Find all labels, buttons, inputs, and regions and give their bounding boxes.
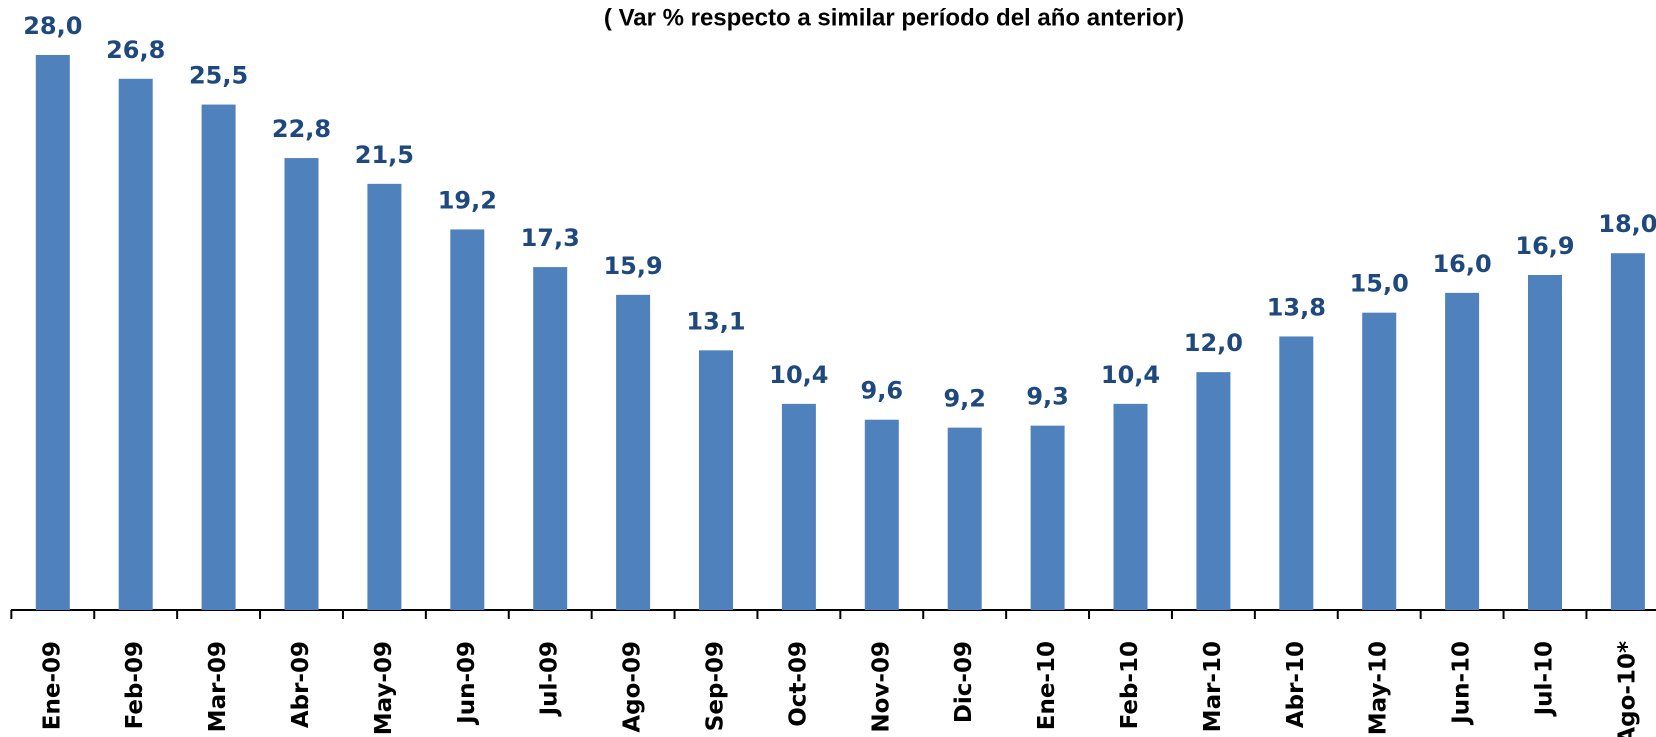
chart-title: ( Var % respecto a similar período del a… bbox=[604, 4, 1184, 31]
bar bbox=[35, 55, 70, 610]
x-tick-label: Ago-10* bbox=[1614, 641, 1640, 737]
bar bbox=[699, 350, 733, 610]
value-label: 17,3 bbox=[521, 224, 580, 252]
bar bbox=[947, 427, 982, 610]
value-label: 25,5 bbox=[189, 62, 248, 90]
bar bbox=[284, 158, 319, 611]
bar bbox=[1610, 253, 1645, 610]
bar bbox=[1030, 425, 1065, 610]
bar bbox=[781, 403, 816, 610]
x-tick-label: Dic-09 bbox=[951, 641, 977, 723]
x-tick-label: Ene-09 bbox=[39, 641, 65, 730]
x-tick-label: May-09 bbox=[371, 641, 397, 735]
value-label: 13,8 bbox=[1267, 293, 1326, 321]
bar bbox=[367, 183, 402, 610]
value-label: 16,9 bbox=[1515, 232, 1574, 260]
value-label: 9,3 bbox=[1026, 383, 1069, 411]
bar bbox=[450, 229, 485, 610]
x-tick-label: Jul-09 bbox=[537, 641, 563, 717]
x-tick-label: May-10 bbox=[1366, 641, 1392, 735]
value-label: 21,5 bbox=[355, 141, 414, 169]
x-tick-label: Ago-09 bbox=[620, 641, 646, 733]
value-label: 12,0 bbox=[1184, 329, 1243, 357]
value-label: 9,2 bbox=[943, 385, 986, 413]
x-tick-label: Nov-09 bbox=[868, 641, 894, 733]
value-label: 9,6 bbox=[861, 377, 904, 405]
value-label: 19,2 bbox=[438, 186, 497, 214]
x-tick-label: Feb-09 bbox=[122, 641, 148, 729]
bar bbox=[1445, 292, 1480, 610]
x-tick-label: Jun-10 bbox=[1449, 641, 1475, 726]
value-label: 18,0 bbox=[1598, 210, 1656, 238]
x-tick-label: Jun-09 bbox=[454, 641, 480, 726]
x-tick-label: Sep-09 bbox=[703, 641, 729, 731]
bar bbox=[1528, 275, 1562, 610]
x-tick-label: Feb-10 bbox=[1117, 641, 1143, 729]
value-label: 15,0 bbox=[1350, 270, 1409, 298]
x-tick-label: Ene-10 bbox=[1034, 641, 1060, 730]
x-tick-label: Oct-09 bbox=[785, 641, 811, 727]
bar bbox=[533, 267, 568, 610]
value-label: 15,9 bbox=[603, 252, 662, 280]
bar bbox=[1362, 312, 1397, 610]
x-tick-label: Abr-10 bbox=[1283, 641, 1309, 728]
bar bbox=[864, 419, 899, 610]
bar bbox=[1196, 372, 1231, 610]
bar bbox=[1279, 336, 1314, 610]
value-label: 26,8 bbox=[106, 36, 165, 64]
value-label: 28,0 bbox=[23, 12, 82, 40]
value-label: 22,8 bbox=[272, 115, 331, 143]
value-label: 10,4 bbox=[769, 361, 828, 389]
x-tick-label: Jul-10 bbox=[1532, 641, 1558, 717]
x-tick-label: Abr-09 bbox=[288, 641, 314, 728]
value-label: 16,0 bbox=[1432, 250, 1491, 278]
x-tick-label: Mar-10 bbox=[1200, 641, 1226, 732]
bar bbox=[616, 294, 651, 610]
x-tick-label: Mar-09 bbox=[205, 641, 231, 732]
value-label: 13,1 bbox=[686, 307, 745, 335]
value-label: 10,4 bbox=[1101, 361, 1160, 389]
bar bbox=[201, 104, 236, 610]
bar bbox=[118, 78, 153, 611]
bar bbox=[1113, 403, 1148, 610]
